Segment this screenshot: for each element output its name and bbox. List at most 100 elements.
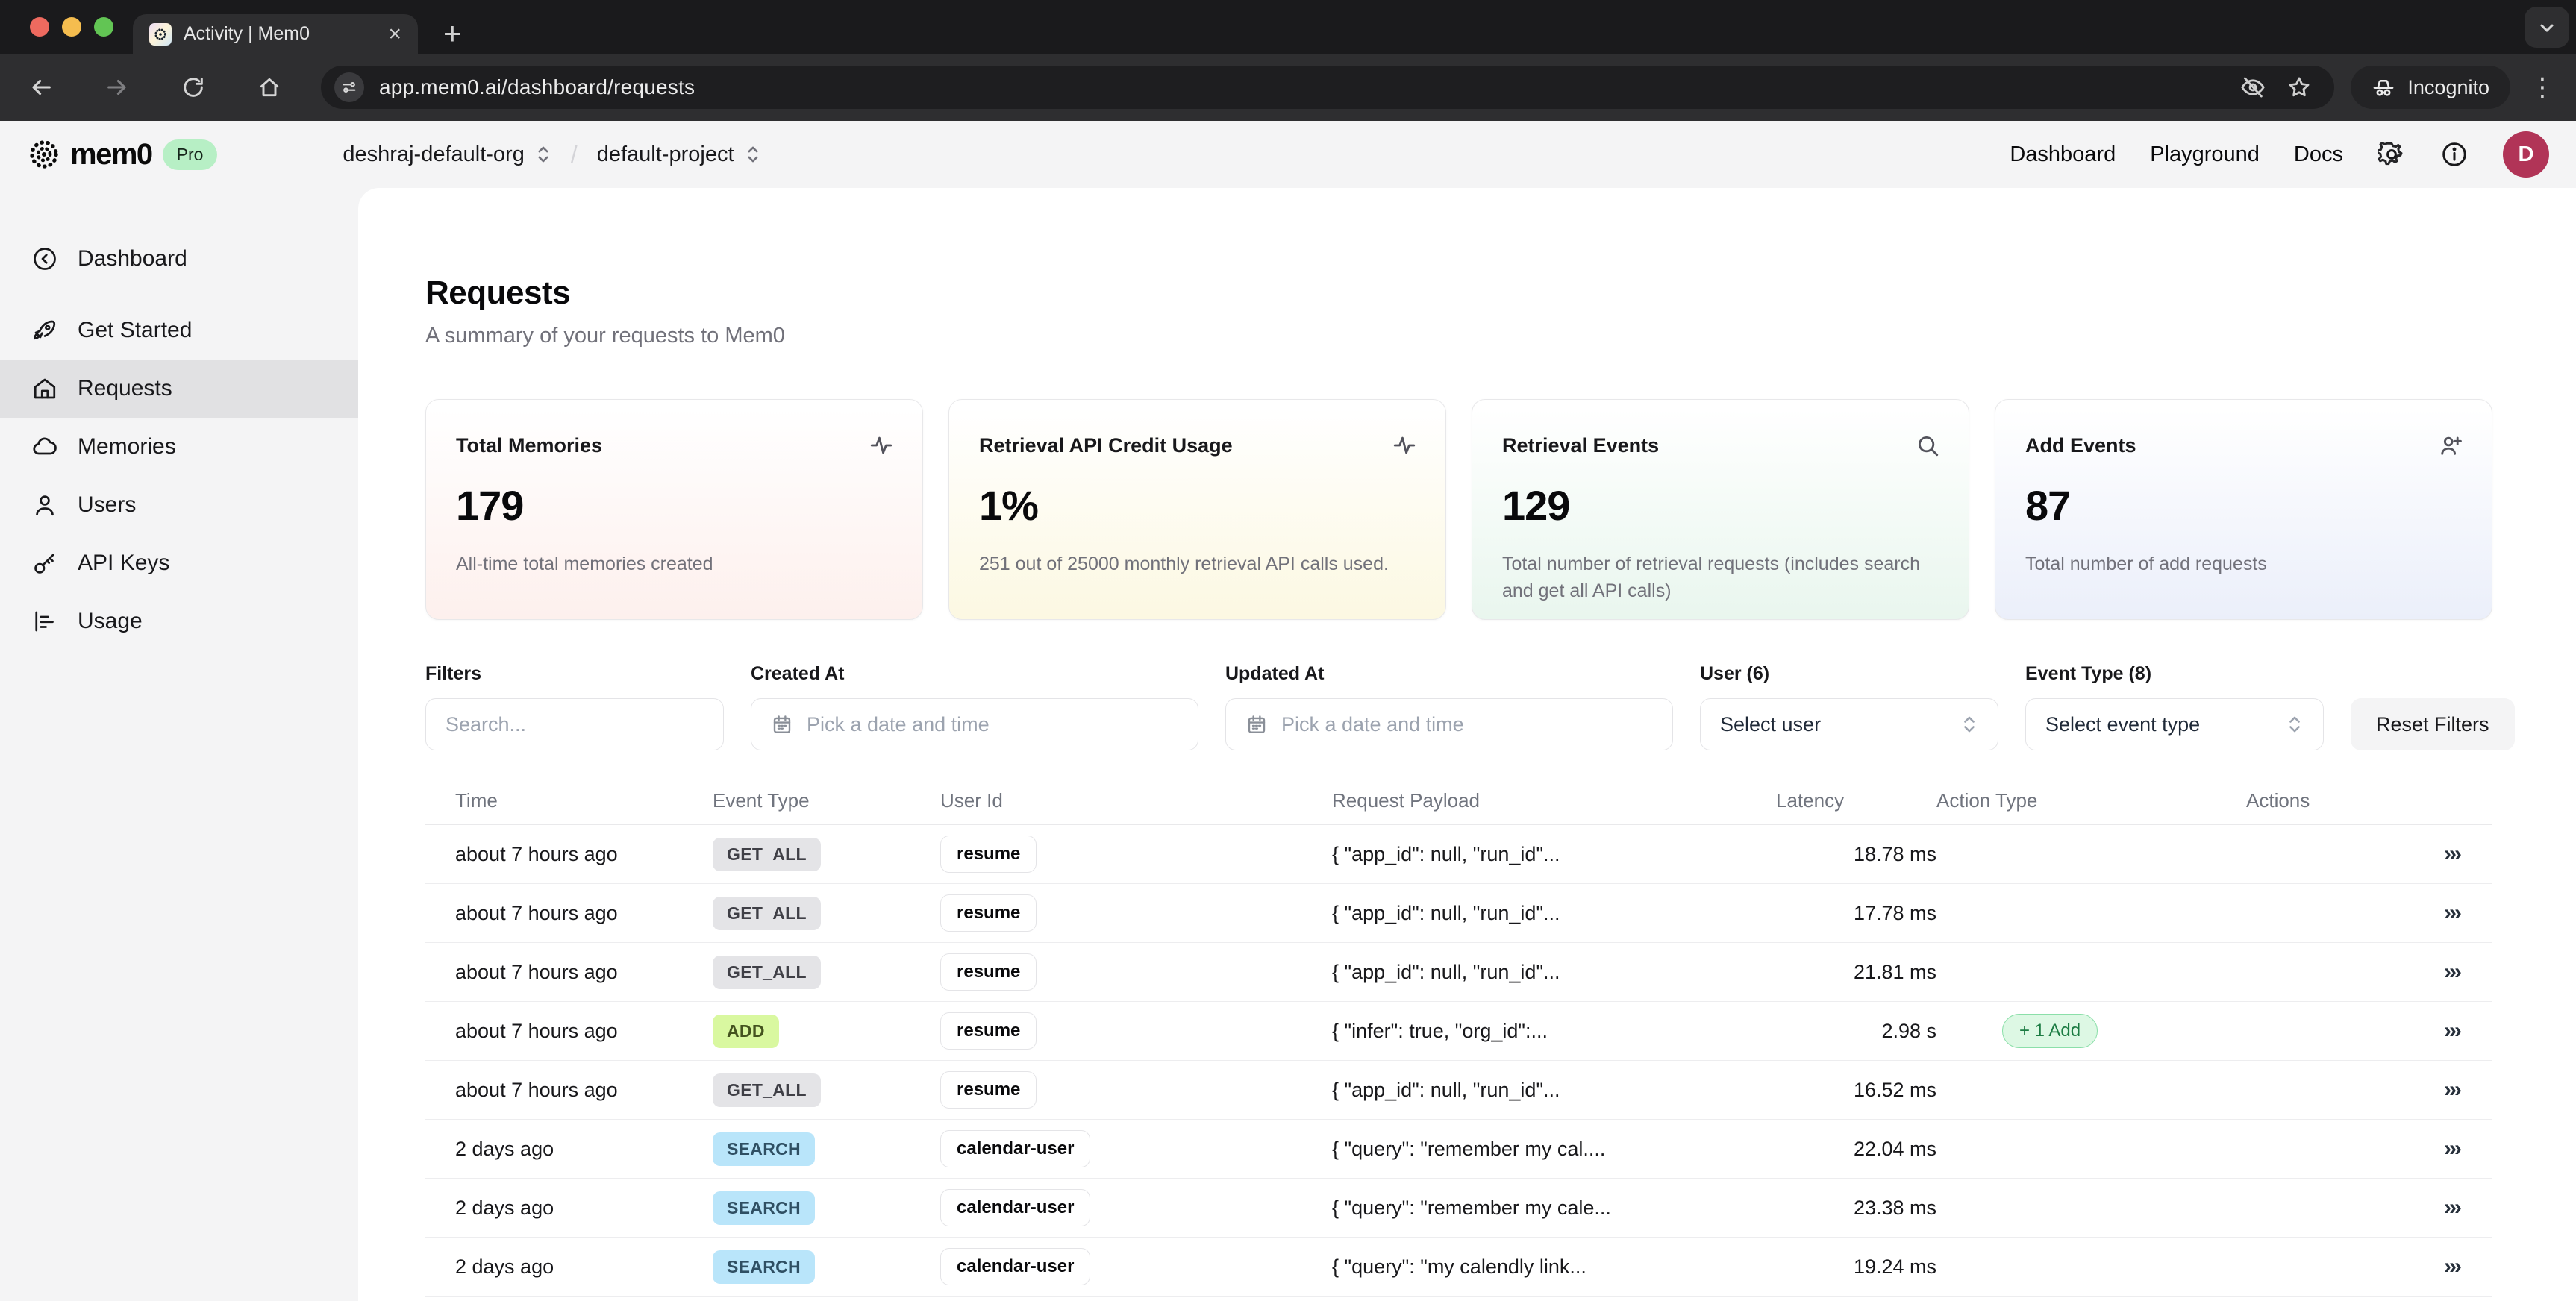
reload-icon[interactable] [173, 67, 213, 107]
incognito-icon [2372, 75, 2395, 99]
calendar-icon [771, 713, 793, 736]
close-window-button[interactable] [30, 17, 49, 37]
key-icon [31, 550, 58, 577]
table-row: 2 days ago SEARCH calendar-user { "query… [425, 1179, 2492, 1238]
top-nav-icons: D [2378, 131, 2549, 178]
row-action-type [1936, 902, 2246, 925]
mem0-logo[interactable]: mem0 [27, 137, 153, 172]
chevron-updown-icon [535, 145, 551, 164]
sidebar-item-dashboard-back[interactable]: Dashboard [0, 230, 358, 288]
user-id-badge: calendar-user [940, 1248, 1091, 1285]
row-action-type [1936, 961, 2246, 984]
row-action-type [1936, 1197, 2246, 1220]
row-time: 2 days ago [455, 1137, 554, 1160]
created-at-filter-group: Created At Pick a date and time [751, 663, 1198, 750]
created-at-picker[interactable]: Pick a date and time [751, 698, 1198, 750]
window-controls [30, 17, 113, 37]
incognito-badge: Incognito [2351, 66, 2510, 109]
url-text: app.mem0.ai/dashboard/requests [379, 75, 695, 98]
event-type-badge: SEARCH [713, 1250, 815, 1284]
tab-search-chevron-button[interactable] [2525, 7, 2569, 48]
bookmark-star-icon[interactable] [2286, 75, 2312, 100]
row-actions: ››› [2246, 841, 2492, 867]
expand-row-icon[interactable]: ››› [2444, 900, 2462, 925]
row-payload: { "query": "remember my cale... [1332, 1196, 1611, 1219]
row-payload: { "query": "remember my cal.... [1332, 1137, 1606, 1160]
page-title: Requests [425, 275, 571, 311]
reset-filters-button[interactable]: Reset Filters [2351, 698, 2515, 750]
event-type-select[interactable]: Select event type [2025, 698, 2324, 750]
stat-cards: Total Memories 179 All-time total memori… [425, 399, 2492, 620]
search-input-wrap [425, 698, 724, 750]
sidebar-item[interactable]: Usage [0, 592, 358, 650]
expand-row-icon[interactable]: ››› [2444, 1077, 2462, 1102]
expand-row-icon[interactable]: ››› [2444, 841, 2462, 866]
stat-card-title: Retrieval Events [1502, 434, 1660, 457]
plan-badge: Pro [162, 139, 218, 170]
settings-gear-icon[interactable] [2378, 140, 2406, 169]
expand-row-icon[interactable]: ››› [2444, 959, 2462, 984]
table-row: about 7 hours ago GET_ALL resume { "app_… [425, 825, 2492, 884]
stat-card: Total Memories 179 All-time total memori… [425, 399, 923, 620]
table-header: Time Event Type User Id Request Payload Late… [425, 777, 2492, 825]
tab-close-icon[interactable]: × [388, 21, 401, 46]
row-event-type: SEARCH [713, 1132, 940, 1166]
table-column-header: User Id [940, 789, 1003, 812]
row-latency: 22.04 ms [1853, 1137, 1936, 1160]
table-column-header: Actions [2246, 789, 2310, 812]
sidebar-item[interactable]: Memories [0, 418, 358, 476]
stat-card: Retrieval API Credit Usage 1% 251 out of… [948, 399, 1446, 620]
top-nav-link[interactable]: Playground [2150, 142, 2260, 166]
row-time: 2 days ago [455, 1196, 554, 1219]
expand-row-icon[interactable]: ››› [2444, 1136, 2462, 1161]
home-icon [31, 375, 58, 402]
top-nav-link[interactable]: Docs [2293, 142, 2343, 166]
minimize-window-button[interactable] [62, 17, 81, 37]
table-column-header: Time [455, 789, 498, 812]
logo-wordmark: mem0 [70, 137, 153, 171]
rocket-icon [31, 317, 58, 344]
expand-row-icon[interactable]: ››› [2444, 1018, 2462, 1043]
sidebar-item[interactable]: Get Started [0, 301, 358, 360]
home-icon[interactable] [249, 67, 290, 107]
project-selector[interactable]: default-project [597, 142, 761, 167]
sidebar-item[interactable]: Users [0, 476, 358, 534]
user-select[interactable]: Select user [1700, 698, 1998, 750]
app-header: mem0 Pro deshraj-default-org / default-p… [0, 121, 2576, 188]
mem0-favicon [149, 22, 172, 46]
table-column-header: Latency [1776, 789, 1845, 812]
info-icon[interactable] [2440, 140, 2469, 169]
expand-row-icon[interactable]: ››› [2444, 1195, 2462, 1220]
eye-off-icon[interactable] [2240, 75, 2266, 100]
site-settings-icon[interactable] [334, 72, 364, 102]
row-payload: { "app_id": null, "run_id"... [1332, 1078, 1560, 1101]
stat-card-description: All-time total memories created [456, 554, 713, 574]
row-user-id: resume [940, 1071, 1332, 1109]
org-selector[interactable]: deshraj-default-org [343, 142, 551, 167]
created-at-placeholder: Pick a date and time [807, 712, 990, 736]
back-icon[interactable] [21, 67, 61, 107]
user-id-badge: resume [940, 1071, 1037, 1109]
user-filter-label: User (6) [1700, 663, 1770, 684]
row-user-id: calendar-user [940, 1248, 1332, 1285]
address-bar[interactable]: app.mem0.ai/dashboard/requests [321, 66, 2335, 109]
row-event-type: GET_ALL [713, 1073, 940, 1107]
row-event-type: ADD [713, 1014, 940, 1048]
breadcrumb-separator: / [570, 140, 578, 168]
user-select-value: Select user [1720, 712, 1822, 736]
new-tab-button[interactable]: + [443, 16, 462, 51]
avatar[interactable]: D [2503, 131, 2549, 178]
search-input[interactable] [446, 712, 704, 736]
sidebar-item[interactable]: Requests [0, 360, 358, 418]
forward-icon[interactable] [97, 67, 137, 107]
user-plus-icon [2438, 433, 2463, 458]
expand-row-icon[interactable]: ››› [2444, 1254, 2462, 1279]
browser-tab[interactable]: Activity | Mem0 × [133, 14, 418, 54]
top-nav-link[interactable]: Dashboard [2010, 142, 2116, 166]
breadcrumb: deshraj-default-org / default-project [343, 141, 760, 169]
zoom-window-button[interactable] [94, 17, 113, 37]
browser-menu-icon[interactable]: ⋮ [2530, 73, 2555, 101]
browser-toolbar: app.mem0.ai/dashboard/requests Incognito… [0, 54, 2576, 121]
sidebar-item[interactable]: API Keys [0, 534, 358, 592]
updated-at-picker[interactable]: Pick a date and time [1225, 698, 1673, 750]
